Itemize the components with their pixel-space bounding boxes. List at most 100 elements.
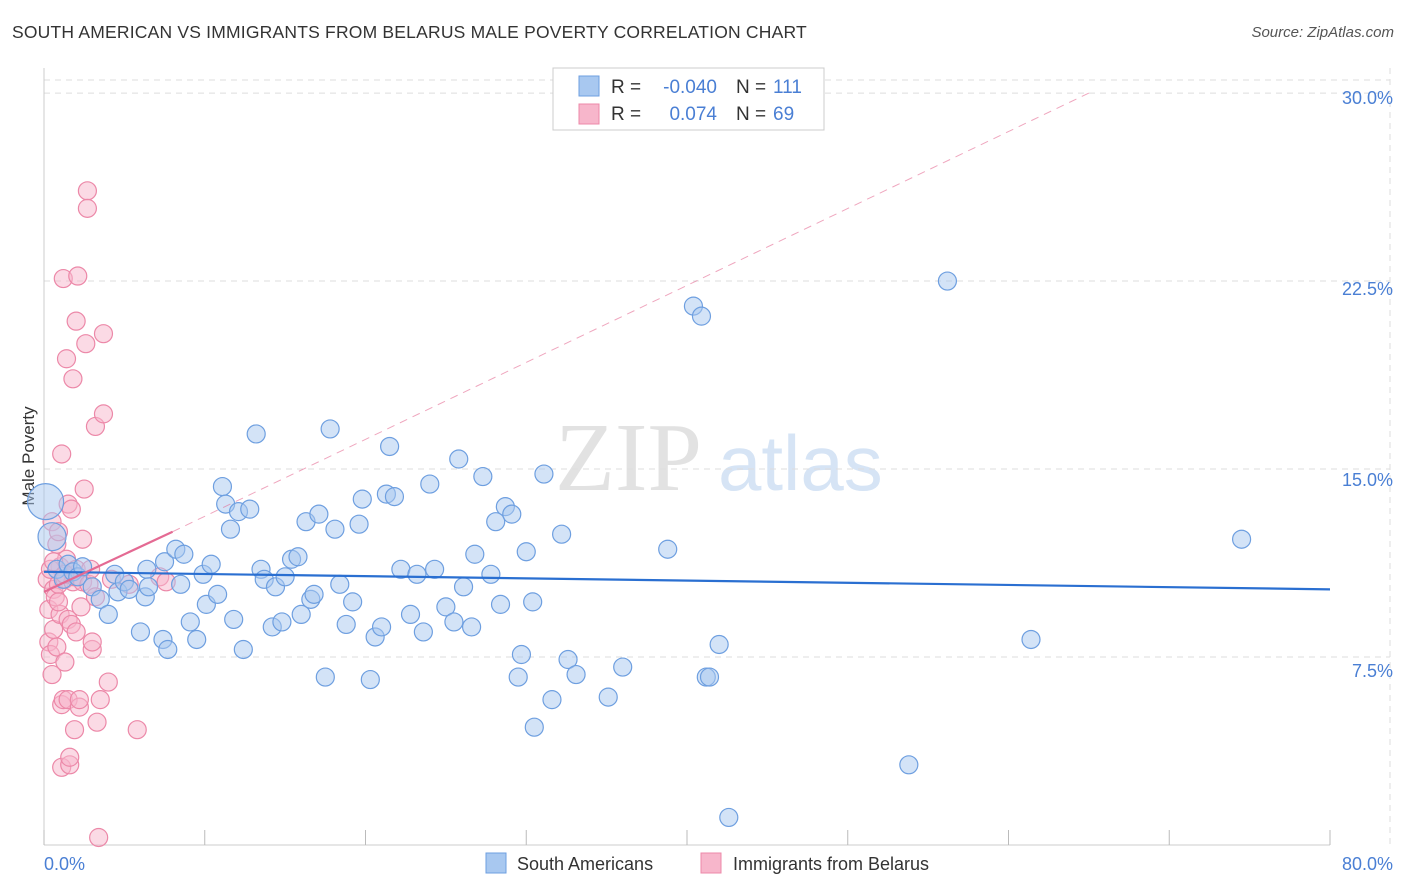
south-americans-point-93 bbox=[566, 664, 586, 685]
bottom-legend-label-blue: South Americans bbox=[517, 854, 653, 874]
south-americans-point-43 bbox=[272, 612, 292, 632]
belarus-point-15 bbox=[52, 444, 72, 464]
chart-title: SOUTH AMERICAN VS IMMIGRANTS FROM BELARU… bbox=[12, 22, 807, 42]
south-americans-point-25 bbox=[180, 612, 200, 632]
y-tick-label-22-5: 22.5% bbox=[1342, 279, 1393, 299]
belarus-point-58 bbox=[98, 672, 118, 692]
south-americans-point-58 bbox=[349, 514, 369, 534]
legend-r-label-pink: R = bbox=[611, 104, 641, 125]
south-americans-point-1 bbox=[37, 522, 67, 552]
south-americans-point-69 bbox=[413, 622, 433, 642]
south-americans-point-53 bbox=[320, 419, 340, 439]
chart-source: Source: ZipAtlas.com bbox=[1251, 24, 1394, 41]
watermark-atlas: atlas bbox=[718, 419, 883, 507]
legend-n-label-pink: N = bbox=[736, 104, 766, 125]
south-americans-point-60 bbox=[360, 669, 380, 690]
south-americans-point-18 bbox=[138, 577, 159, 597]
belarus-point-39 bbox=[69, 690, 89, 710]
legend-swatch-pink bbox=[578, 103, 600, 125]
legend-r-value-blue: -0.040 bbox=[663, 77, 717, 98]
belarus-point-50 bbox=[82, 632, 102, 652]
south-americans-point-0 bbox=[27, 483, 65, 521]
south-americans-point-57 bbox=[343, 592, 363, 612]
south-americans-point-67 bbox=[400, 604, 421, 625]
south-americans-point-21 bbox=[158, 639, 178, 660]
south-americans-point-47 bbox=[291, 604, 311, 625]
bottom-legend-swatch-pink bbox=[700, 852, 722, 874]
south-americans-point-92 bbox=[558, 649, 578, 670]
south-americans-point-105 bbox=[899, 755, 919, 775]
south-americans-point-74 bbox=[449, 449, 469, 469]
belarus-point-68 bbox=[66, 622, 86, 642]
belarus-point-41 bbox=[72, 529, 93, 549]
belarus-point-37 bbox=[68, 266, 88, 286]
x-tick-label-max: 80.0% bbox=[1342, 854, 1393, 874]
belarus-point-54 bbox=[89, 827, 109, 848]
belarus-point-46 bbox=[77, 198, 98, 218]
series-legend: South Americans Immigrants from Belarus bbox=[485, 852, 929, 874]
bottom-legend-swatch-blue bbox=[485, 852, 507, 874]
grid-lines bbox=[44, 68, 1391, 845]
belarus-point-66 bbox=[48, 592, 69, 612]
south-americans-trend-line bbox=[43, 570, 1331, 591]
south-americans-point-26 bbox=[187, 629, 207, 650]
belarus-point-28 bbox=[60, 747, 80, 767]
south-americans-point-85 bbox=[511, 644, 532, 665]
south-americans-point-20 bbox=[154, 552, 175, 572]
south-americans-point-34 bbox=[224, 609, 244, 630]
south-americans-point-102 bbox=[719, 807, 739, 828]
south-americans-point-98 bbox=[691, 306, 712, 326]
south-americans-point-96 bbox=[658, 539, 678, 559]
belarus-point-34 bbox=[64, 720, 85, 740]
south-americans-point-10 bbox=[98, 604, 118, 625]
south-americans-point-9 bbox=[90, 589, 110, 609]
south-americans-point-62 bbox=[371, 617, 392, 637]
y-tick-labels: 30.0% 22.5% 15.0% 7.5% bbox=[1342, 88, 1393, 681]
legend-n-value-blue: 111 bbox=[773, 77, 802, 98]
trend-lines bbox=[43, 92, 1331, 593]
south-americans-point-15 bbox=[130, 622, 151, 642]
belarus-point-56 bbox=[93, 404, 114, 424]
x-axis-ticks bbox=[43, 830, 1331, 845]
south-americans-point-81 bbox=[490, 594, 511, 614]
belarus-point-22 bbox=[56, 349, 77, 369]
belarus-point-57 bbox=[93, 324, 114, 344]
bottom-legend-label-pink: Immigrants from Belarus bbox=[733, 854, 929, 874]
south-americans-point-89 bbox=[534, 464, 554, 484]
south-americans-point-33 bbox=[220, 519, 241, 539]
south-americans-point-51 bbox=[309, 504, 329, 524]
y-tick-label-30: 30.0% bbox=[1342, 88, 1393, 108]
watermark: ZIP atlas bbox=[555, 404, 883, 512]
belarus-point-44 bbox=[76, 334, 96, 354]
south-americans-point-54 bbox=[325, 519, 345, 539]
south-americans-point-86 bbox=[516, 542, 536, 562]
belarus-point-21 bbox=[55, 652, 75, 672]
south-americans-point-29 bbox=[201, 554, 221, 574]
watermark-zip: ZIP bbox=[555, 404, 702, 512]
south-americans-point-68 bbox=[407, 564, 427, 584]
south-americans-point-17 bbox=[137, 559, 157, 579]
south-americans-point-101 bbox=[709, 634, 729, 655]
south-americans-point-52 bbox=[315, 667, 335, 687]
south-americans-point-75 bbox=[453, 577, 474, 597]
belarus-point-53 bbox=[87, 712, 107, 732]
legend-r-label-blue: R = bbox=[611, 77, 641, 98]
belarus-point-35 bbox=[66, 311, 86, 331]
y-axis-label: Male Poverty bbox=[19, 406, 38, 506]
legend-r-value-pink: 0.074 bbox=[669, 104, 717, 125]
south-americans-point-23 bbox=[171, 574, 191, 594]
south-americans-point-104 bbox=[1231, 529, 1252, 549]
south-americans-point-37 bbox=[240, 499, 260, 519]
south-americans-point-70 bbox=[420, 474, 440, 494]
belarus-point-55 bbox=[90, 690, 110, 710]
belarus-point-43 bbox=[74, 479, 94, 499]
south-americans-point-31 bbox=[212, 476, 233, 497]
series-south-americans-points bbox=[27, 271, 1252, 828]
south-americans-point-46 bbox=[288, 547, 308, 567]
south-americans-point-84 bbox=[508, 667, 528, 687]
south-americans-point-95 bbox=[613, 657, 633, 677]
x-tick-label-min: 0.0% bbox=[44, 854, 85, 874]
south-americans-point-72 bbox=[436, 597, 456, 617]
south-americans-point-30 bbox=[208, 584, 228, 604]
y-tick-label-7-5: 7.5% bbox=[1352, 661, 1393, 681]
